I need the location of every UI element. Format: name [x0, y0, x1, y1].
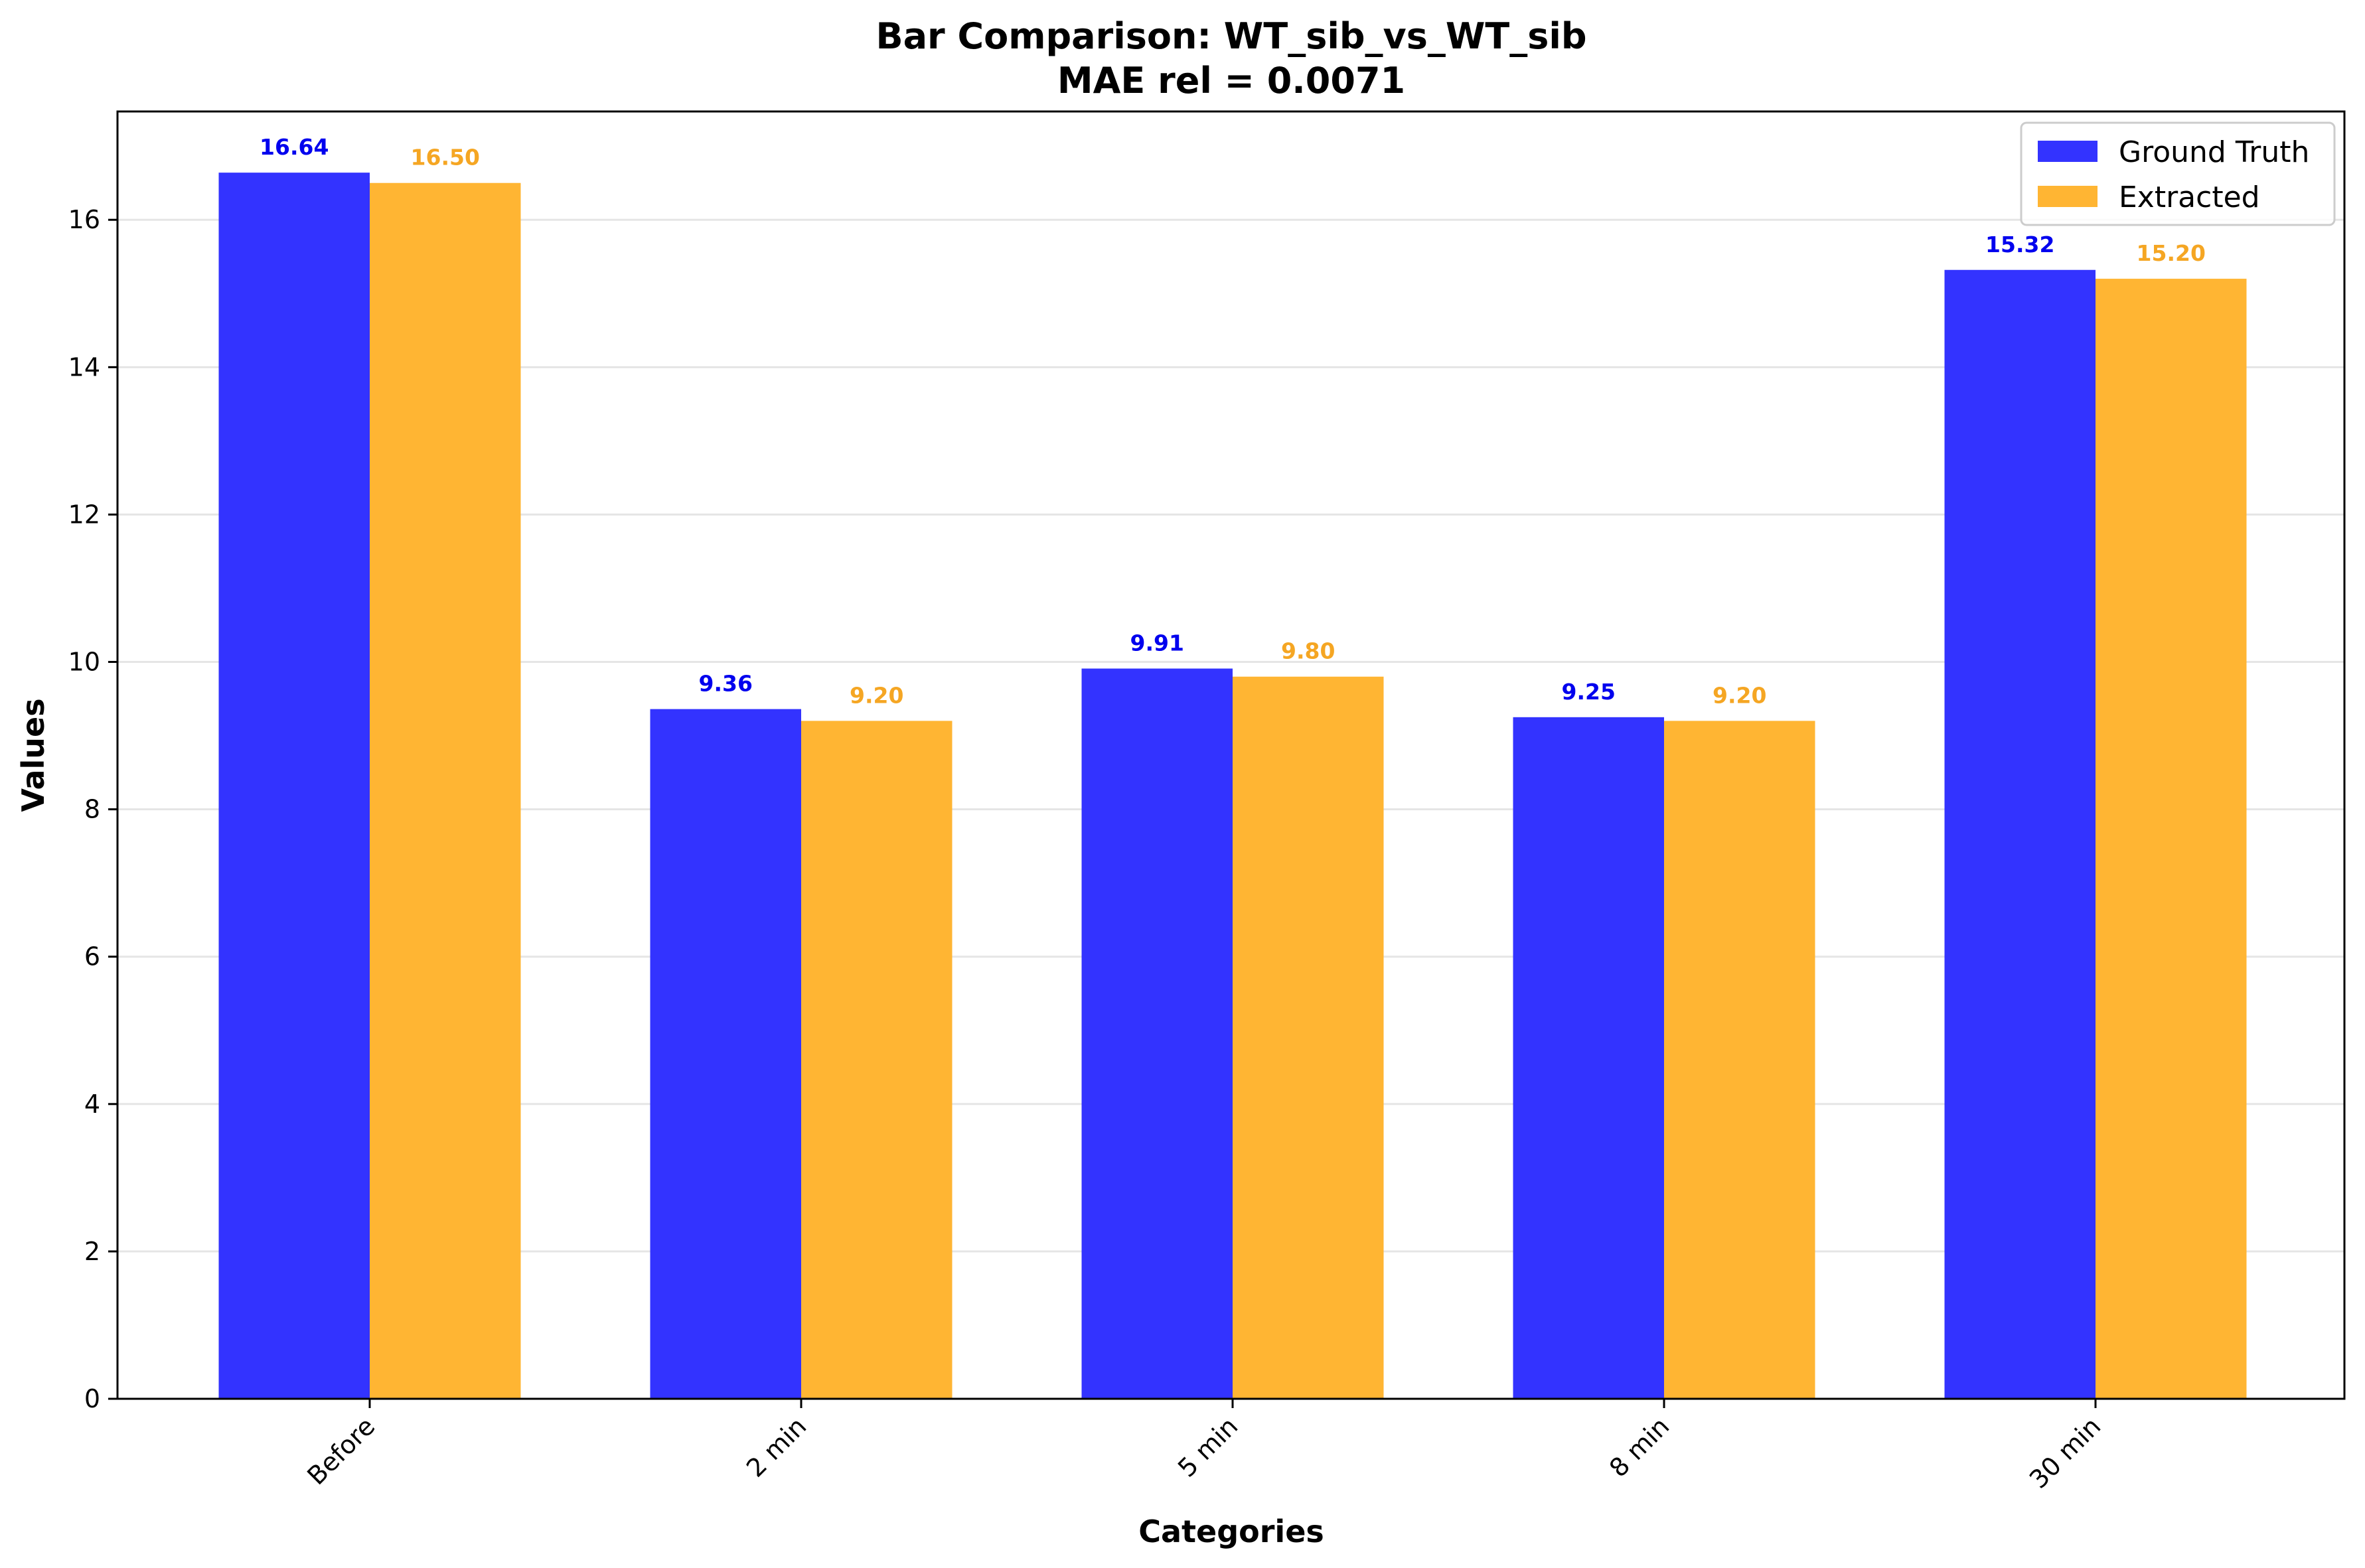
bar-ground-truth-2-min: [650, 709, 801, 1399]
y-tick-label: 14: [68, 352, 100, 382]
legend-swatch-ground-truth: [2038, 141, 2098, 162]
bar-extracted-5-min: [1233, 676, 1384, 1399]
y-tick-label: 2: [84, 1237, 100, 1266]
legend-label-ground-truth: Ground Truth: [2119, 135, 2309, 169]
data-label-extracted-2-min: 9.20: [850, 682, 903, 708]
y-tick-label: 10: [68, 648, 100, 677]
y-axis: 0 2 4 6 8 10 12 14 16: [68, 205, 117, 1413]
y-tick-label: 8: [84, 795, 100, 824]
data-label-ground-truth-30-min: 15.32: [1985, 232, 2054, 257]
data-label-extracted-before: 16.50: [411, 145, 480, 171]
legend: Ground Truth Extracted: [2020, 121, 2336, 226]
y-tick-label: 16: [68, 205, 100, 234]
y-tick-label: 0: [84, 1384, 100, 1413]
data-label-ground-truth-5-min: 9.91: [1130, 630, 1184, 656]
legend-box: [2020, 121, 2336, 226]
bar-ground-truth-before: [218, 173, 370, 1399]
data-labels: 16.64 16.50 9.36 9.20 9.91 9.80 9.25 9.20 15.32 1…: [260, 134, 2206, 708]
chart-subtitle: MAE rel = 0.0071: [1057, 60, 1405, 102]
data-label-extracted-8-min: 9.20: [1713, 682, 1766, 708]
bar-ground-truth-30-min: [1944, 269, 2096, 1399]
plot-frame: [116, 110, 2346, 1400]
data-label-ground-truth-8-min: 9.25: [1562, 679, 1616, 705]
y-tick-label: 12: [68, 500, 100, 529]
bar-extracted-30-min: [2096, 279, 2247, 1399]
y-tick-label: 6: [84, 942, 100, 971]
data-label-extracted-30-min: 15.20: [2137, 240, 2206, 266]
y-axis-label: Values: [15, 698, 51, 812]
bar-extracted-before: [370, 182, 521, 1399]
bar-ground-truth-5-min: [1081, 668, 1233, 1399]
chart-title: Bar Comparison: WT_sib_vs_WT_sib: [876, 15, 1586, 57]
legend-label-extracted: Extracted: [2119, 180, 2260, 214]
bar-extracted-2-min: [801, 721, 953, 1399]
x-axis-label: Categories: [1138, 1514, 1324, 1549]
bar-extracted-8-min: [1664, 721, 1815, 1399]
data-label-ground-truth-2-min: 9.36: [699, 671, 753, 697]
data-label-extracted-5-min: 9.80: [1281, 638, 1335, 664]
bar-ground-truth-8-min: [1513, 717, 1664, 1399]
data-label-ground-truth-before: 16.64: [260, 134, 329, 160]
bars: [218, 173, 2247, 1399]
y-tick-label: 4: [84, 1090, 100, 1119]
legend-swatch-extracted: [2038, 186, 2098, 207]
